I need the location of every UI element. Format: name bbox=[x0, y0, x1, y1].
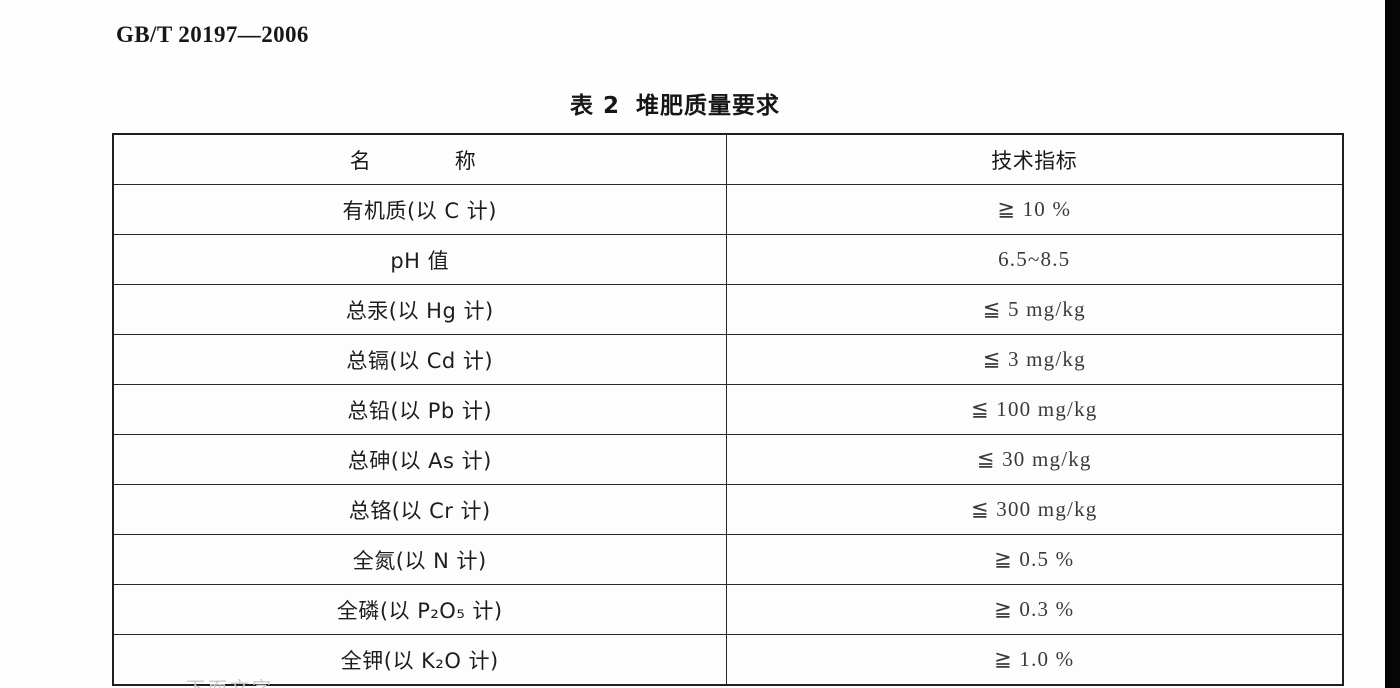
table-header-row: 名 称 技术指标 bbox=[112, 133, 1344, 185]
table-row: 总铬(以 Cr 计) ≦ 300 mg/kg bbox=[112, 484, 1344, 535]
table-row: 总镉(以 Cd 计) ≦ 3 mg/kg bbox=[112, 334, 1344, 385]
clipped-footnote-text: 下面文字 bbox=[186, 674, 274, 688]
row-value: ≧ 10 % bbox=[725, 184, 1344, 235]
table-row: pH 值 6.5~8.5 bbox=[112, 234, 1344, 285]
table-row: 总铅(以 Pb 计) ≦ 100 mg/kg bbox=[112, 384, 1344, 435]
table-row: 全钾(以 K₂O 计) ≧ 1.0 % bbox=[112, 634, 1344, 686]
table-caption: 表 2 堆肥质量要求 bbox=[0, 86, 1350, 120]
row-value: 6.5~8.5 bbox=[725, 234, 1344, 285]
row-name: 总砷(以 As 计) bbox=[112, 434, 727, 485]
row-value: ≦ 30 mg/kg bbox=[725, 434, 1344, 485]
standard-code-header: GB/T 20197—2006 bbox=[116, 22, 309, 47]
row-value: ≦ 3 mg/kg bbox=[725, 334, 1344, 385]
table-row: 全磷(以 P₂O₅ 计) ≧ 0.3 % bbox=[112, 584, 1344, 635]
row-name: 总铬(以 Cr 计) bbox=[112, 484, 727, 535]
row-name: 总铅(以 Pb 计) bbox=[112, 384, 727, 435]
row-name: pH 值 bbox=[112, 234, 727, 285]
row-name: 总汞(以 Hg 计) bbox=[112, 284, 727, 335]
table-caption-text: 堆肥质量要求 bbox=[636, 93, 780, 119]
row-value: ≦ 300 mg/kg bbox=[725, 484, 1344, 535]
scan-edge-strip bbox=[1385, 0, 1400, 688]
table-row: 总砷(以 As 计) ≦ 30 mg/kg bbox=[112, 434, 1344, 485]
row-name: 有机质(以 C 计) bbox=[112, 184, 727, 235]
row-value: ≧ 0.5 % bbox=[725, 534, 1344, 585]
row-name: 总镉(以 Cd 计) bbox=[112, 334, 727, 385]
table-caption-number: 表 2 bbox=[569, 93, 620, 119]
row-name: 全磷(以 P₂O₅ 计) bbox=[112, 584, 727, 635]
row-value: ≦ 5 mg/kg bbox=[725, 284, 1344, 335]
table-row: 总汞(以 Hg 计) ≦ 5 mg/kg bbox=[112, 284, 1344, 335]
compost-quality-table: 名 称 技术指标 有机质(以 C 计) ≧ 10 % pH 值 6.5~8.5 … bbox=[112, 133, 1344, 686]
table-row: 有机质(以 C 计) ≧ 10 % bbox=[112, 184, 1344, 235]
column-header-technical-index: 技术指标 bbox=[725, 133, 1344, 185]
row-value: ≧ 0.3 % bbox=[725, 584, 1344, 635]
row-value: ≦ 100 mg/kg bbox=[725, 384, 1344, 435]
table-row: 全氮(以 N 计) ≧ 0.5 % bbox=[112, 534, 1344, 585]
row-value: ≧ 1.0 % bbox=[725, 634, 1344, 686]
row-name: 全钾(以 K₂O 计) bbox=[112, 634, 727, 686]
column-header-name: 名 称 bbox=[112, 133, 727, 185]
row-name: 全氮(以 N 计) bbox=[112, 534, 727, 585]
